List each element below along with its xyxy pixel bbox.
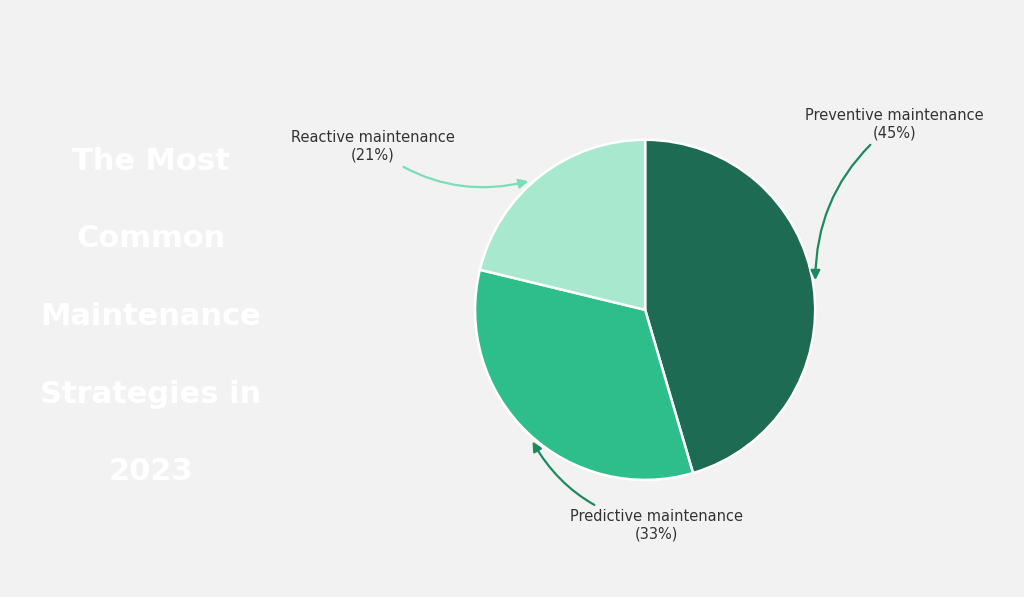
Text: The Most: The Most bbox=[72, 147, 230, 176]
Text: Maintenance: Maintenance bbox=[41, 302, 261, 331]
Text: Common: Common bbox=[77, 224, 225, 253]
Wedge shape bbox=[480, 140, 645, 310]
Wedge shape bbox=[475, 270, 693, 480]
Wedge shape bbox=[645, 140, 815, 473]
Text: Preventive maintenance
(45%): Preventive maintenance (45%) bbox=[805, 107, 984, 278]
Text: Reactive maintenance
(21%): Reactive maintenance (21%) bbox=[291, 130, 526, 187]
Text: Strategies in: Strategies in bbox=[40, 380, 262, 408]
Text: 2023: 2023 bbox=[109, 457, 194, 486]
Text: Predictive maintenance
(33%): Predictive maintenance (33%) bbox=[534, 444, 743, 541]
